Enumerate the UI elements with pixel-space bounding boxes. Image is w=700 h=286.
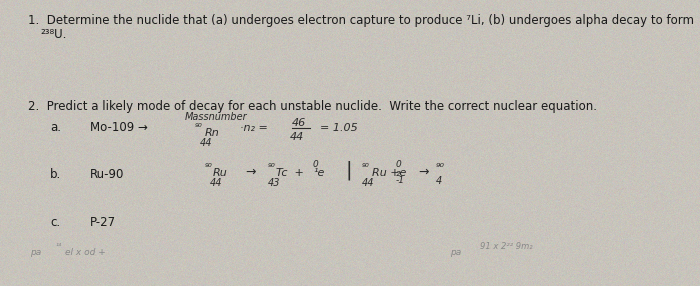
Text: 1.  Determine the nuclide that (a) undergoes electron capture to produce ⁷Li, (b: 1. Determine the nuclide that (a) underg… <box>28 14 694 27</box>
Text: Mo-109 →: Mo-109 → <box>90 121 148 134</box>
Text: pa: pa <box>30 248 41 257</box>
Text: 44: 44 <box>362 178 375 188</box>
Text: 44: 44 <box>200 138 213 148</box>
Text: ⁹⁰: ⁹⁰ <box>195 123 203 133</box>
Text: ·n₂ =: ·n₂ = <box>240 123 268 133</box>
Text: Rn: Rn <box>205 128 220 138</box>
Text: 4: 4 <box>436 176 442 186</box>
Text: 43: 43 <box>268 178 281 188</box>
Text: 46: 46 <box>292 118 307 128</box>
Text: el x od +: el x od + <box>65 248 106 257</box>
Text: ⁹⁰: ⁹⁰ <box>362 163 370 173</box>
Text: Ru +: Ru + <box>372 168 400 178</box>
Text: ⁹⁰: ⁹⁰ <box>436 163 445 173</box>
Text: →: → <box>245 166 255 179</box>
Text: 91 x 2²² 9m₂: 91 x 2²² 9m₂ <box>480 242 533 251</box>
Text: 2.  Predict a likely mode of decay for each unstable nuclide.  Write the correct: 2. Predict a likely mode of decay for ea… <box>28 100 597 113</box>
Text: ²³⁸U.: ²³⁸U. <box>40 28 66 41</box>
Text: ⁹⁰: ⁹⁰ <box>205 163 213 173</box>
Text: Ru-90: Ru-90 <box>90 168 125 181</box>
Text: P-27: P-27 <box>90 216 116 229</box>
Text: Massnumber: Massnumber <box>185 112 248 122</box>
Text: Ru: Ru <box>213 168 228 178</box>
Text: b.: b. <box>50 168 62 181</box>
Text: ¹e: ¹e <box>313 168 324 178</box>
Text: -1: -1 <box>396 176 405 185</box>
Text: 0: 0 <box>396 160 402 169</box>
Text: 44: 44 <box>210 178 223 188</box>
Text: Tc  +: Tc + <box>276 168 304 178</box>
Text: pa: pa <box>450 248 461 257</box>
Text: a.: a. <box>50 121 61 134</box>
Text: |: | <box>345 160 351 180</box>
Text: →: → <box>418 166 428 179</box>
Text: ⁹⁰: ⁹⁰ <box>268 163 276 173</box>
Text: c.: c. <box>50 216 60 229</box>
Text: 44: 44 <box>290 132 304 142</box>
Text: ¹⁴: ¹⁴ <box>55 242 61 251</box>
Text: ₂e: ₂e <box>396 168 407 178</box>
Text: 0: 0 <box>313 160 319 169</box>
Text: = 1.05: = 1.05 <box>320 123 358 133</box>
